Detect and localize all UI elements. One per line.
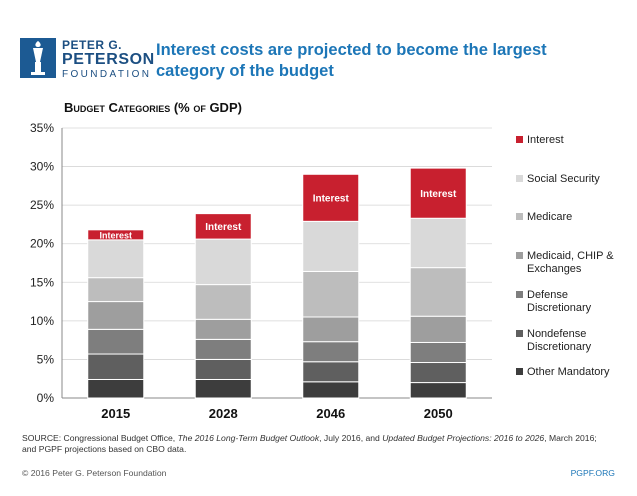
bar-label: Interest (99, 230, 132, 240)
x-tick-label: 2046 (316, 406, 345, 421)
logo-line2: PETERSON (62, 51, 155, 68)
y-tick-label: 15% (30, 275, 54, 289)
x-tick-label: 2028 (209, 406, 238, 421)
bar-label: Interest (313, 194, 350, 205)
source-mid: , July 2016, and (319, 433, 383, 443)
logo-line1: PETER G. (62, 38, 123, 52)
chart-title: Budget Categories (% of GDP) (64, 100, 242, 115)
legend-label: Nondefense (527, 328, 586, 340)
bar-segment (87, 229, 145, 241)
source-prefix: SOURCE: Congressional Budget Office, (22, 433, 178, 443)
source-suffix: , March 2016; and PGPF projections based… (22, 433, 597, 454)
bar-segment (87, 378, 145, 399)
bar-segment (302, 381, 360, 399)
y-tick-label: 5% (37, 352, 55, 366)
legend-label: Discretionary (527, 302, 592, 314)
bar-segment (194, 213, 252, 240)
bar-segment (302, 173, 360, 222)
legend-swatch (516, 175, 523, 182)
y-tick-label: 35% (30, 121, 54, 135)
legend-label: Defense (527, 289, 568, 301)
bar-segment (194, 358, 252, 380)
source-title2: Updated Budget Projections: 2016 to 2026 (382, 433, 545, 443)
legend-label: Exchanges (527, 263, 582, 275)
y-tick-label: 10% (30, 314, 54, 328)
legend-swatch (516, 368, 523, 375)
y-tick-label: 20% (30, 237, 54, 251)
x-tick-label: 2050 (424, 406, 453, 421)
y-tick-label: 25% (30, 198, 54, 212)
legend-label: Interest (527, 134, 564, 146)
bar-segment (194, 238, 252, 286)
copyright: © 2016 Peter G. Peterson Foundation (22, 468, 167, 478)
legend-label: Discretionary (527, 341, 592, 353)
legend-swatch (516, 136, 523, 143)
bar-segment (409, 382, 467, 399)
bar-segment (194, 284, 252, 320)
bar-segment (409, 362, 467, 384)
stacked-bar-chart: 0% 5% 10% 15% 20% 25% 30% 35% Interest 2015 Intere… (30, 121, 614, 421)
y-tick-label: 30% (30, 160, 54, 174)
bar-segment (409, 167, 467, 219)
headline: Interest costs are projected to become t… (156, 41, 547, 80)
bar-segment (87, 328, 145, 355)
legend-label: Medicaid, CHIP & (527, 250, 614, 262)
bar-segment (302, 341, 360, 363)
y-tick-label: 0% (37, 391, 55, 405)
bar-segment (194, 378, 252, 399)
x-tick-label: 2015 (101, 406, 130, 421)
legend-label: Medicare (527, 211, 572, 223)
source-note: SOURCE: Congressional Budget Office, The… (22, 433, 612, 455)
legend-swatch (516, 252, 523, 259)
pgpf-logo: PETER G. PETERSON FOUNDATION (20, 38, 154, 82)
bar-segment (87, 239, 145, 279)
bar-segment (194, 338, 252, 360)
bar-label: Interest (420, 189, 457, 200)
legend-swatch (516, 291, 523, 298)
bar-segment (302, 361, 360, 383)
bar-segment (409, 315, 467, 343)
source-title1: The 2016 Long-Term Budget Outlook (177, 433, 320, 443)
legend-label: Social Security (527, 173, 600, 185)
legend-swatch (516, 213, 523, 220)
bar-segment (409, 217, 467, 269)
bar-segment (409, 267, 467, 317)
torch-icon (20, 38, 56, 78)
site-link[interactable]: PGPF.ORG (570, 468, 615, 478)
legend-swatch (516, 330, 523, 337)
bar-segment (87, 301, 145, 330)
bar-segment (409, 341, 467, 364)
bar-segment (302, 270, 360, 318)
bar-segment (302, 316, 360, 343)
bar-segment (302, 220, 360, 272)
logo-line3: FOUNDATION (62, 69, 152, 80)
legend-label: Other Mandatory (527, 366, 610, 378)
bar-segment (87, 353, 145, 380)
bar-segment (194, 318, 252, 340)
bar-segment (87, 277, 145, 303)
bar-label: Interest (205, 222, 242, 233)
